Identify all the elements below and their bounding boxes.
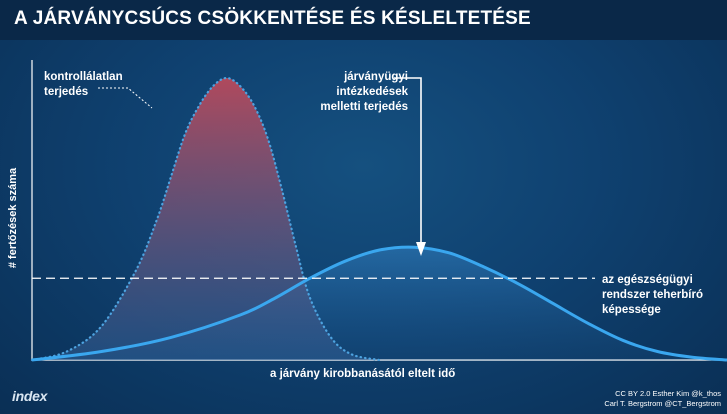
annotation-capacity-line3: képessége [602,304,661,316]
x-axis-label: a járvány kirobbanásától eltelt idő [270,368,456,380]
annotation-capacity: az egészségügyi rendszer teherbíró képes… [602,273,703,318]
annotation-uncontrolled-line2: terjedés [44,86,89,98]
annotation-capacity-line1: az egészségügyi [602,274,693,286]
annotation-measures-line1: járványügyi [344,71,408,83]
annotation-measures: járványügyi intézkedések melletti terjed… [300,70,408,115]
uncontrolled-leader-line [98,87,153,109]
series-measures-line [31,245,727,362]
annotation-measures-line2: intézkedések [336,86,408,98]
index-logo: index [12,388,48,404]
series-uncontrolled-line [30,76,381,362]
annotation-uncontrolled-line1: kontrollálatlan [44,71,123,83]
credit-line-1: CC BY 2.0 Esther Kim @k_thos [615,389,721,398]
y-axis-label: # fertőzések száma [7,167,19,269]
annotation-measures-line3: melletti terjedés [320,101,408,113]
title-bar: A JÁRVÁNYCSÚCS CSÖKKENTÉSE ÉS KÉSLELTETÉ… [0,0,727,40]
credits: CC BY 2.0 Esther Kim @k_thos Carl T. Ber… [604,389,721,409]
annotation-uncontrolled: kontrollálatlan terjedés [44,70,123,100]
credit-line-2: Carl T. Bergstrom @CT_Bergstrom [604,399,721,408]
measures-arrow-head [416,242,426,256]
measures-arrow-line [394,77,422,244]
chart-marks [30,76,727,362]
annotation-capacity-line2: rendszer teherbíró [602,289,703,301]
chart-title: A JÁRVÁNYCSÚCS CSÖKKENTÉSE ÉS KÉSLELTETÉ… [14,8,531,29]
